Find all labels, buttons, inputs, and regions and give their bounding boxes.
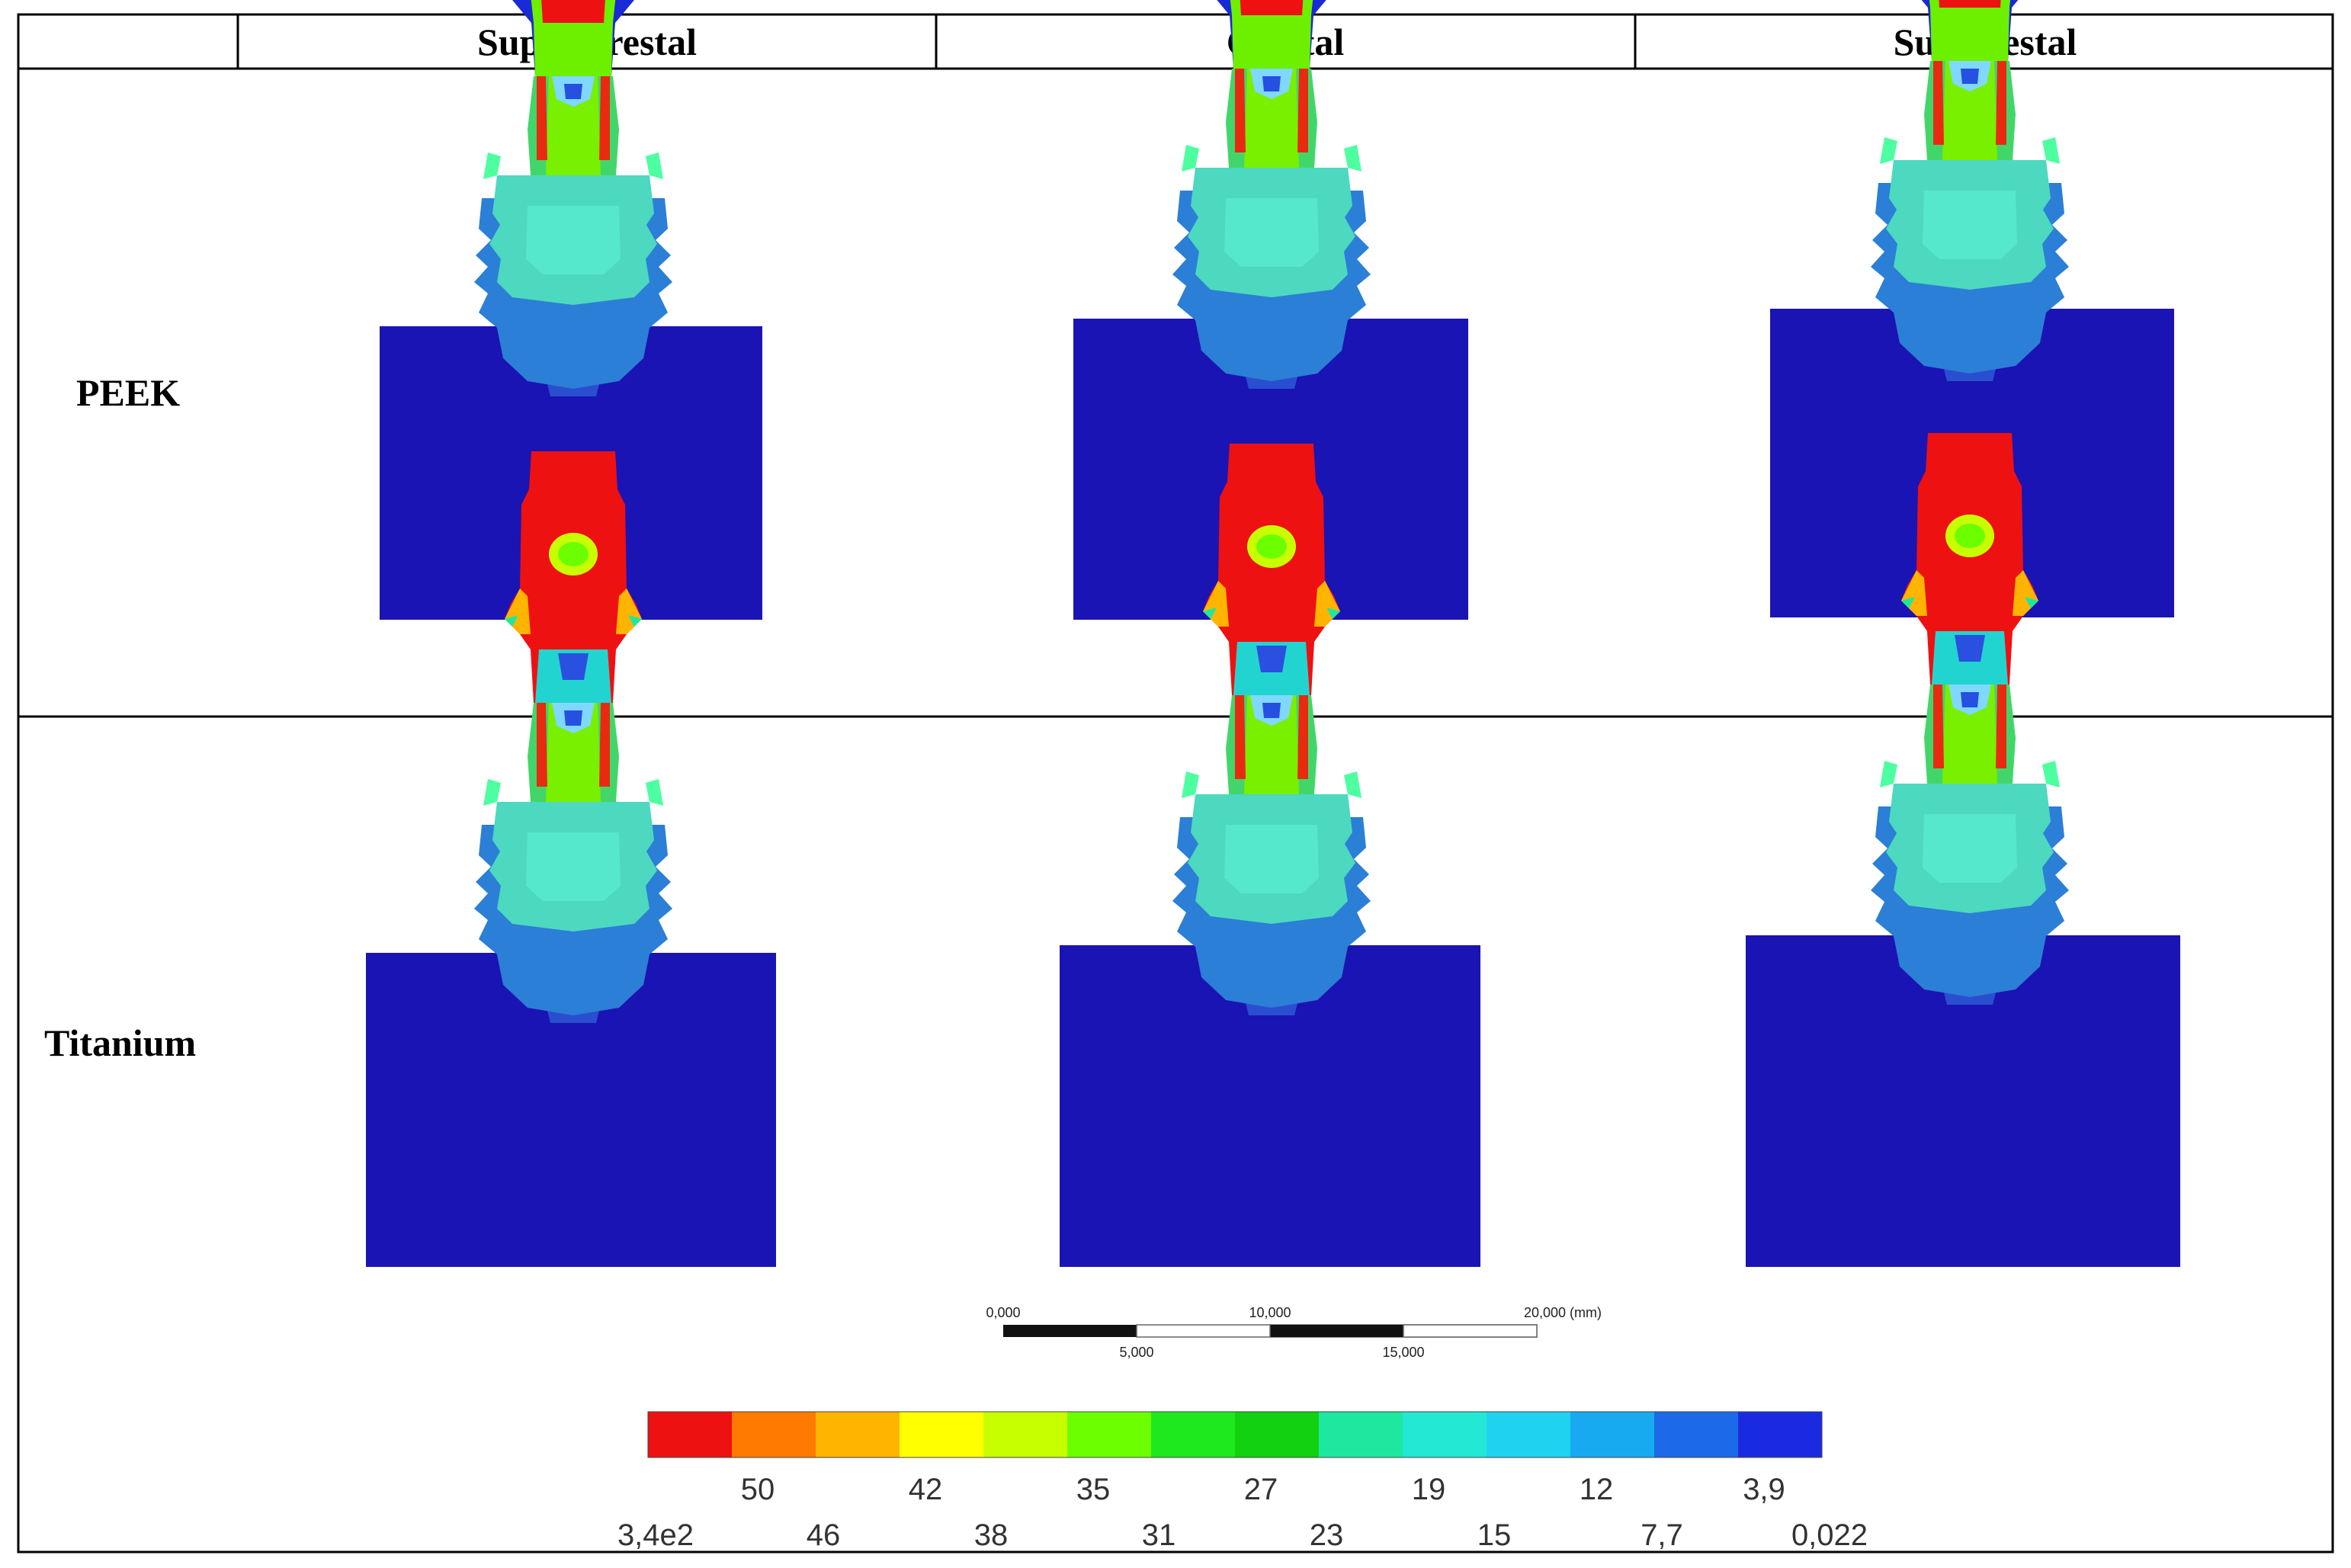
legend-tick-label: 3,4e2 (617, 1518, 694, 1552)
scale-bar: 0,000 10,000 20,000 (mm) 5,000 15,000 (986, 1305, 1602, 1360)
stress-map-titanium-supra-crestal (366, 451, 776, 1267)
legend-tick-label: 7,7 (1641, 1518, 1683, 1552)
scale-label: 10,000 (1249, 1305, 1291, 1320)
legend-tick-label: 42 (909, 1473, 943, 1506)
stress-map-titanium-crestal (1060, 444, 1480, 1267)
legend-swatch (1319, 1412, 1403, 1457)
legend-tick-label: 15 (1477, 1518, 1512, 1552)
legend-tick-label: 38 (974, 1518, 1009, 1552)
legend-tick-label: 35 (1076, 1473, 1111, 1506)
legend-swatch (1487, 1412, 1571, 1457)
legend-swatch (1738, 1412, 1823, 1457)
legend-tick-label: 12 (1580, 1473, 1614, 1506)
legend-tick-label: 19 (1412, 1473, 1446, 1506)
scale-label: 20,000 (mm) (1524, 1305, 1602, 1320)
legend-swatch (1570, 1412, 1655, 1457)
scale-label: 0,000 (986, 1305, 1020, 1320)
legend-border (647, 1411, 1823, 1458)
table-frame (17, 13, 2334, 1554)
scale-bar-segment (1136, 1324, 1271, 1338)
row-label-titanium: Titanium (44, 1021, 196, 1064)
legend-swatch (983, 1412, 1068, 1457)
scale-bar-segment (1403, 1324, 1538, 1338)
legend-swatch (1403, 1412, 1487, 1457)
legend-swatch (1654, 1412, 1739, 1457)
stress-map-titanium-sub-crestal (1746, 433, 2180, 1267)
legend-swatch (1151, 1412, 1236, 1457)
legend-tick-label: 31 (1142, 1518, 1176, 1552)
scale-label: 15,000 (1382, 1345, 1424, 1360)
legend-tick-label: 27 (1244, 1473, 1278, 1506)
legend-swatch (648, 1412, 733, 1457)
legend-tick-label: 46 (807, 1518, 841, 1552)
scale-bar-segment (1270, 1325, 1403, 1337)
legend-swatch (816, 1412, 900, 1457)
stress-color-legend (647, 1411, 1823, 1458)
legend-tick-label: 23 (1310, 1518, 1344, 1552)
legend-swatch (1067, 1412, 1152, 1457)
legend-tick-label: 50 (741, 1473, 775, 1506)
legend-tick-label: 0,022 (1791, 1518, 1868, 1552)
legend-swatch (900, 1412, 984, 1457)
legend-tick-label: 3,9 (1743, 1473, 1785, 1506)
row-label-peek: PEEK (76, 371, 180, 414)
legend-swatch (1235, 1412, 1320, 1457)
scale-label: 5,000 (1119, 1345, 1153, 1360)
legend-swatch (732, 1412, 816, 1457)
